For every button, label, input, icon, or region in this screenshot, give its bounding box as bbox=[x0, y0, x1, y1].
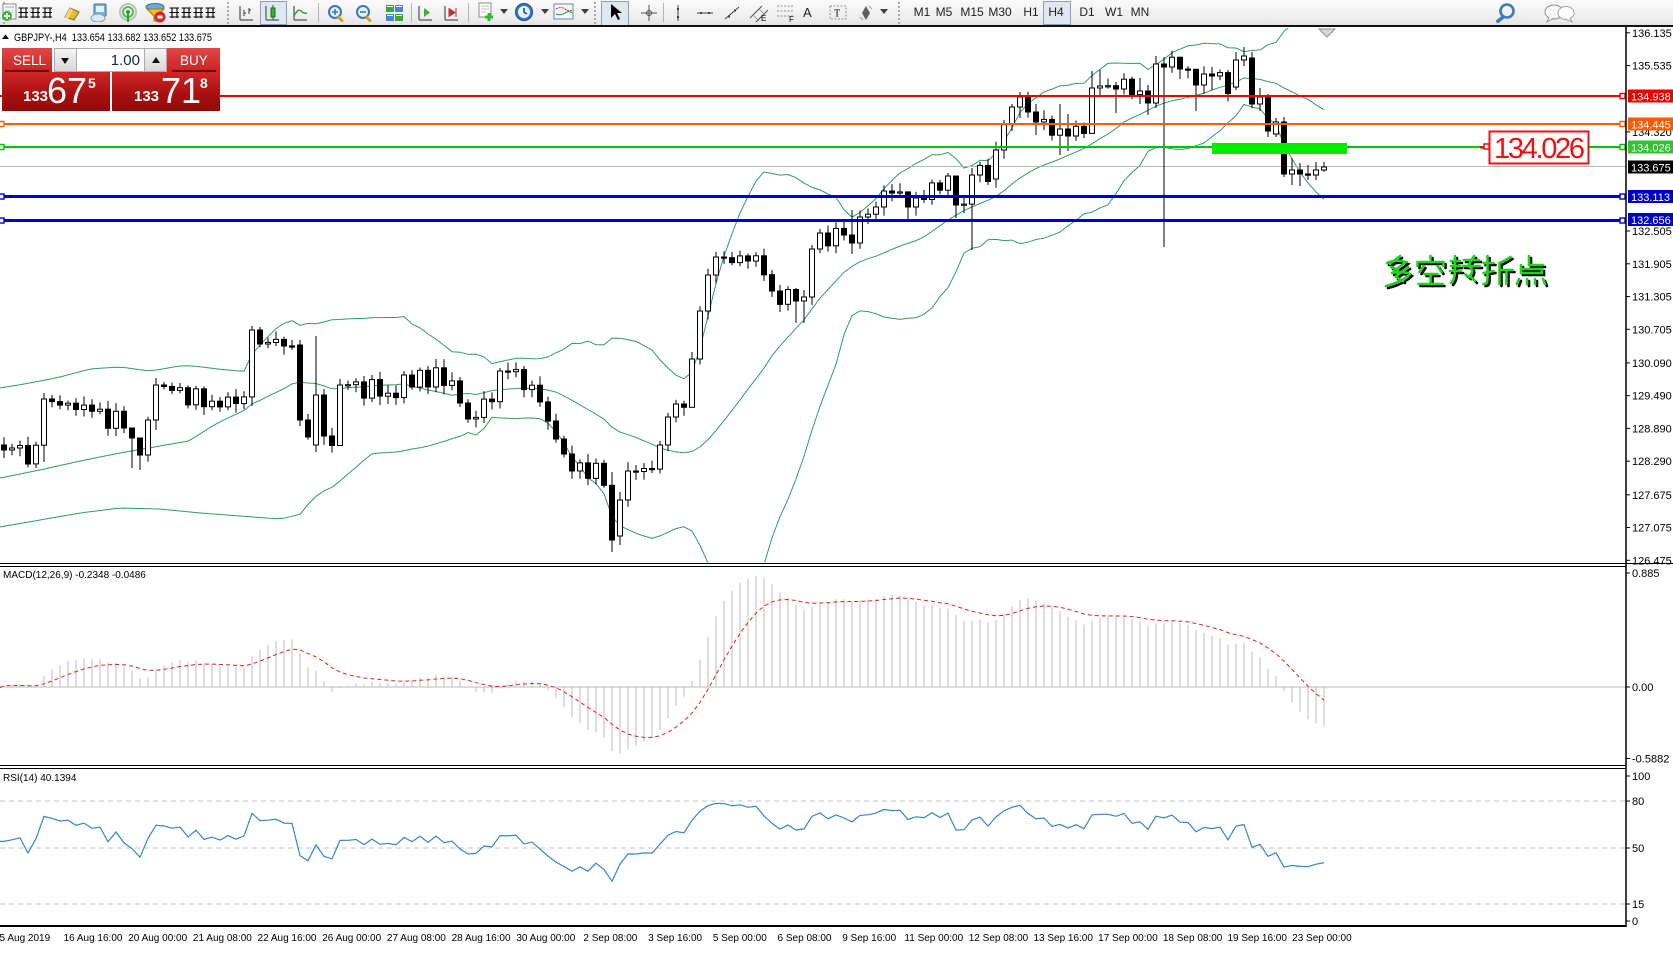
svg-text:134.026: 134.026 bbox=[1494, 133, 1585, 165]
svg-text:130.090: 130.090 bbox=[1632, 358, 1672, 370]
svg-text:135.535: 135.535 bbox=[1632, 61, 1672, 73]
svg-text:E: E bbox=[761, 14, 766, 23]
svg-text:127.675: 127.675 bbox=[1632, 490, 1672, 502]
svg-text:133.113: 133.113 bbox=[1631, 192, 1670, 204]
svg-text:15 Aug 2019: 15 Aug 2019 bbox=[0, 933, 51, 944]
svg-text:RSI(14) 40.1394: RSI(14) 40.1394 bbox=[3, 773, 77, 784]
svg-text:133.675: 133.675 bbox=[1631, 163, 1671, 175]
svg-text:134.026: 134.026 bbox=[1631, 143, 1671, 155]
svg-text:0.885: 0.885 bbox=[1632, 568, 1660, 580]
svg-text:17 Sep 00:00: 17 Sep 00:00 bbox=[1098, 933, 1158, 944]
svg-text:126.475: 126.475 bbox=[1632, 555, 1672, 567]
svg-text:22 Aug 16:00: 22 Aug 16:00 bbox=[258, 933, 317, 944]
svg-text:50: 50 bbox=[1632, 843, 1644, 855]
svg-text:21 Aug 08:00: 21 Aug 08:00 bbox=[193, 933, 252, 944]
svg-text:0.00: 0.00 bbox=[1632, 682, 1653, 694]
svg-text:11 Sep 00:00: 11 Sep 00:00 bbox=[904, 933, 963, 944]
svg-text:13 Sep 16:00: 13 Sep 16:00 bbox=[1033, 933, 1093, 944]
svg-text:20 Aug 00:00: 20 Aug 00:00 bbox=[128, 933, 187, 944]
svg-text:136.135: 136.135 bbox=[1632, 28, 1672, 40]
svg-text:132.656: 132.656 bbox=[1631, 215, 1671, 227]
svg-text:5 Sep 00:00: 5 Sep 00:00 bbox=[713, 933, 767, 944]
svg-text:130.705: 130.705 bbox=[1632, 324, 1672, 336]
svg-text:-0.5882: -0.5882 bbox=[1632, 754, 1669, 766]
svg-text:16 Aug 16:00: 16 Aug 16:00 bbox=[64, 933, 123, 944]
svg-text:GBPJPY-,H4 133.654 133.682 13: GBPJPY-,H4 133.654 133.682 133.652 133.6… bbox=[14, 32, 212, 44]
svg-text:132.505: 132.505 bbox=[1632, 226, 1672, 238]
svg-text:128.290: 128.290 bbox=[1632, 456, 1672, 468]
svg-text:134.938: 134.938 bbox=[1631, 92, 1671, 104]
svg-text:128.890: 128.890 bbox=[1632, 423, 1672, 435]
svg-text:9 Sep 16:00: 9 Sep 16:00 bbox=[842, 933, 896, 944]
svg-text:23 Sep 00:00: 23 Sep 00:00 bbox=[1292, 933, 1352, 944]
svg-text:100: 100 bbox=[1632, 771, 1650, 783]
svg-text:18 Sep 08:00: 18 Sep 08:00 bbox=[1163, 933, 1223, 944]
svg-text:6 Sep 08:00: 6 Sep 08:00 bbox=[778, 933, 832, 944]
svg-text:2 Sep 08:00: 2 Sep 08:00 bbox=[583, 933, 637, 944]
svg-text:12 Sep 08:00: 12 Sep 08:00 bbox=[969, 933, 1029, 944]
svg-text:T: T bbox=[834, 9, 840, 20]
svg-text:19 Sep 16:00: 19 Sep 16:00 bbox=[1227, 933, 1287, 944]
svg-text:MACD(12,26,9) -0.2348 -0.0486: MACD(12,26,9) -0.2348 -0.0486 bbox=[3, 570, 146, 581]
svg-text:30 Aug 00:00: 30 Aug 00:00 bbox=[516, 933, 575, 944]
svg-text:26 Aug 00:00: 26 Aug 00:00 bbox=[322, 933, 381, 944]
svg-text:134.445: 134.445 bbox=[1631, 120, 1671, 132]
svg-text:15: 15 bbox=[1632, 899, 1644, 911]
svg-text:3 Sep 16:00: 3 Sep 16:00 bbox=[648, 933, 702, 944]
svg-text:131.905: 131.905 bbox=[1632, 259, 1672, 271]
svg-text:0: 0 bbox=[1632, 916, 1638, 928]
svg-text:129.490: 129.490 bbox=[1632, 391, 1672, 403]
svg-text:80: 80 bbox=[1632, 796, 1644, 808]
svg-text:28 Aug 16:00: 28 Aug 16:00 bbox=[452, 933, 511, 944]
svg-text:27 Aug 08:00: 27 Aug 08:00 bbox=[387, 933, 446, 944]
svg-text:127.075: 127.075 bbox=[1632, 523, 1672, 535]
svg-text:F: F bbox=[789, 15, 794, 23]
svg-text:131.305: 131.305 bbox=[1632, 292, 1672, 304]
